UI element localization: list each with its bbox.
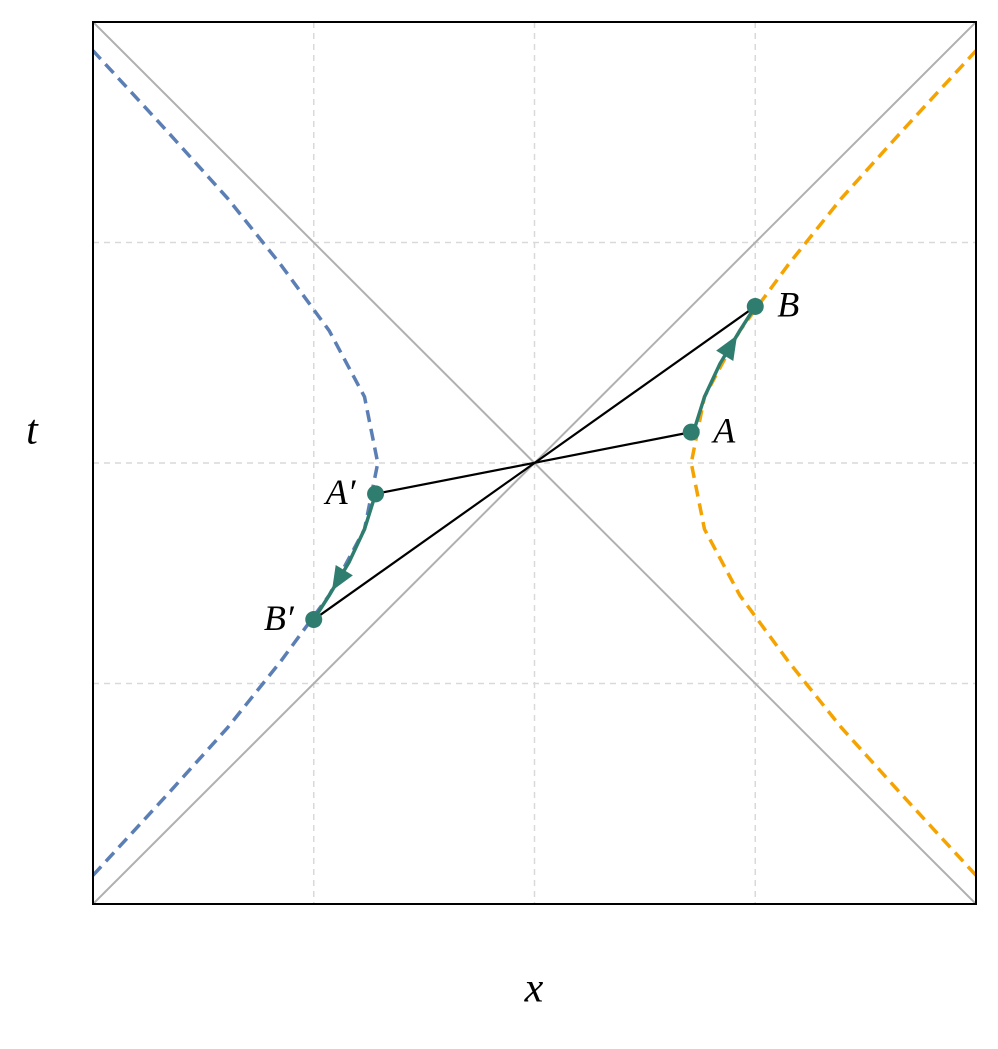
point [305, 611, 323, 629]
point-label: A [711, 410, 736, 450]
series-line [93, 49, 380, 877]
plot-frame [92, 21, 977, 905]
point [746, 297, 764, 315]
point-label: B [777, 285, 799, 325]
series-line [691, 305, 757, 433]
point-label: B′ [264, 598, 295, 638]
series-line [313, 305, 756, 621]
point [682, 423, 700, 441]
series-line [312, 493, 378, 621]
point-label: A′ [324, 472, 357, 512]
y-axis-label: t [26, 408, 39, 454]
arrow-head [716, 335, 738, 361]
series-line [689, 49, 976, 877]
x-axis-label: x [524, 966, 544, 1012]
arrow-head [331, 565, 353, 591]
point [367, 485, 385, 503]
